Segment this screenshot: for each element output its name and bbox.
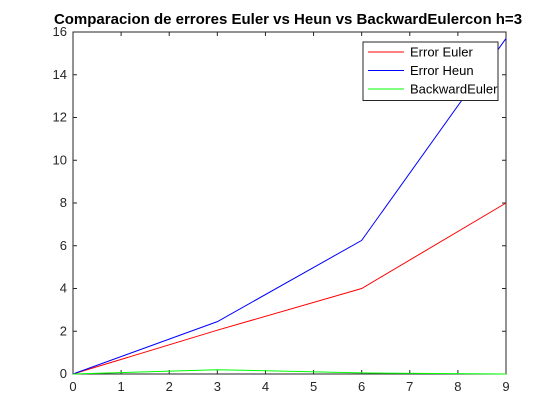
x-tick-label: 7 <box>406 379 413 394</box>
y-tick-label: 2 <box>60 323 67 338</box>
chart-title: Comparacion de errores Euler vs Heun vs … <box>54 11 522 28</box>
x-tick-label: 2 <box>166 379 173 394</box>
x-tick-label: 1 <box>117 379 124 394</box>
x-tick-label: 0 <box>69 379 76 394</box>
series-lines <box>72 38 507 375</box>
y-tick-label: 16 <box>53 24 67 39</box>
legend: Error Euler Error Heun BackwardEuler <box>362 41 499 101</box>
y-tick-label: 10 <box>53 152 67 167</box>
series-line-error-heun <box>72 38 507 375</box>
y-tick-label: 14 <box>53 67 67 82</box>
legend-label: BackwardEuler <box>410 82 498 97</box>
y-tick-label: 0 <box>60 366 67 381</box>
x-tick-label: 3 <box>214 379 221 394</box>
x-tick-label: 9 <box>502 379 509 394</box>
x-tick-label: 8 <box>454 379 461 394</box>
x-tick-label: 6 <box>358 379 365 394</box>
legend-label: Error Heun <box>410 63 474 78</box>
y-tick-label: 6 <box>60 238 67 253</box>
x-tick-label: 5 <box>310 379 317 394</box>
y-tick-label: 8 <box>60 195 67 210</box>
series-line-error-euler <box>72 202 507 375</box>
series-line-backwardeuler <box>72 369 507 375</box>
y-tick-label: 4 <box>60 281 67 296</box>
y-tick-label: 12 <box>53 110 67 125</box>
legend-label: Error Euler <box>410 45 474 60</box>
x-tick-label: 4 <box>262 379 269 394</box>
